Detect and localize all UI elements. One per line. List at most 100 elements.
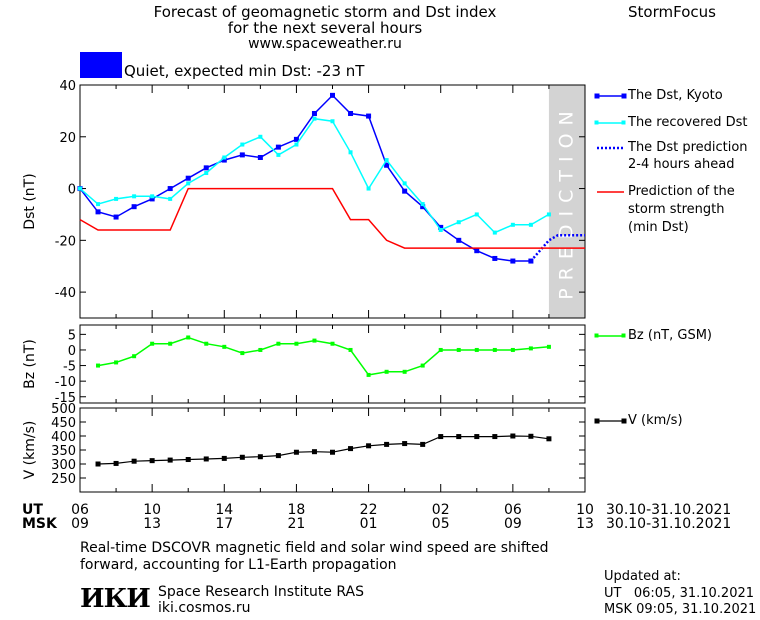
x-tick-label-ut: 14 bbox=[215, 502, 233, 518]
data-point bbox=[203, 165, 209, 171]
msk-label: MSK bbox=[22, 516, 57, 532]
data-point bbox=[510, 222, 515, 227]
data-point bbox=[185, 175, 191, 181]
data-point bbox=[420, 204, 426, 210]
data-point bbox=[348, 110, 354, 116]
plot-frame bbox=[79, 324, 586, 404]
data-point bbox=[132, 194, 137, 199]
x-tick-label-ut: 10 bbox=[143, 502, 161, 518]
data-point bbox=[150, 194, 155, 199]
data-point bbox=[420, 441, 426, 447]
data-point bbox=[546, 212, 551, 217]
data-point bbox=[474, 347, 479, 352]
data-point bbox=[167, 186, 173, 192]
data-point bbox=[402, 188, 408, 194]
data-point bbox=[113, 214, 119, 220]
brand-name: StormFocus bbox=[628, 3, 716, 21]
data-point bbox=[384, 369, 389, 374]
data-point bbox=[96, 363, 101, 368]
y-tick-label: 350 bbox=[51, 444, 76, 459]
data-point bbox=[168, 196, 173, 201]
data-point bbox=[149, 196, 155, 202]
y-tick-label: 20 bbox=[59, 131, 76, 146]
y-tick-label: 5 bbox=[68, 328, 76, 343]
data-point bbox=[131, 204, 137, 210]
data-point bbox=[366, 443, 372, 449]
data-point bbox=[348, 347, 353, 352]
data-point bbox=[294, 341, 299, 346]
data-point bbox=[330, 119, 335, 124]
y-tick-label: 400 bbox=[51, 430, 76, 445]
iki-logo: ИКИ bbox=[80, 584, 151, 614]
data-point bbox=[186, 335, 191, 340]
data-point bbox=[420, 202, 425, 207]
data-point bbox=[240, 351, 245, 356]
data-point bbox=[257, 454, 263, 460]
series-line bbox=[79, 187, 585, 249]
data-point bbox=[474, 248, 480, 254]
legend-storm-1: Prediction of the bbox=[628, 184, 735, 199]
updated-ut: UT 06:05, 31.10.2021 bbox=[604, 586, 755, 601]
status-color-swatch bbox=[80, 52, 122, 78]
data-point bbox=[258, 347, 263, 352]
x-tick-label-msk: 09 bbox=[504, 516, 522, 530]
institute-site: iki.cosmos.ru bbox=[158, 600, 251, 616]
x-tick-label-msk: 01 bbox=[360, 516, 378, 530]
y-tick-label: 450 bbox=[51, 416, 76, 431]
x-tick-label-ut: 02 bbox=[432, 502, 450, 518]
data-point bbox=[492, 230, 497, 235]
x-tick-label-msk: 09 bbox=[71, 516, 89, 530]
data-point bbox=[312, 338, 317, 343]
data-point bbox=[456, 347, 461, 352]
data-point bbox=[132, 354, 137, 359]
date-range-ut: 30.10-31.10.2021 bbox=[606, 502, 732, 518]
data-point bbox=[312, 116, 317, 121]
prediction-band bbox=[548, 85, 585, 318]
data-point bbox=[294, 142, 299, 147]
series-line bbox=[529, 233, 585, 262]
data-point bbox=[528, 433, 534, 439]
x-tick-label-msk: 05 bbox=[432, 516, 450, 530]
data-point bbox=[275, 453, 281, 459]
chart-title-line1: Forecast of geomagnetic storm and Dst in… bbox=[153, 3, 497, 21]
data-point bbox=[275, 144, 281, 150]
data-point bbox=[293, 449, 299, 455]
data-point bbox=[276, 152, 281, 157]
data-point bbox=[114, 196, 119, 201]
x-tick-label-ut: 10 bbox=[576, 502, 594, 518]
status-text: Quiet, expected min Dst: -23 nT bbox=[124, 62, 365, 80]
data-point bbox=[257, 154, 263, 160]
data-point bbox=[438, 224, 444, 230]
legend-sample-bz-marker bbox=[594, 333, 599, 338]
data-point bbox=[366, 372, 371, 377]
data-point bbox=[95, 461, 101, 467]
data-point bbox=[492, 347, 497, 352]
y-axis-label: Bz (nT) bbox=[22, 339, 38, 389]
data-point bbox=[474, 212, 479, 217]
data-point bbox=[222, 155, 227, 160]
data-point bbox=[186, 181, 191, 186]
chart-title-line2: for the next several hours bbox=[227, 19, 423, 37]
data-point bbox=[438, 347, 443, 352]
data-point bbox=[204, 171, 209, 176]
legend-sample-dst-recovered-marker bbox=[594, 120, 599, 125]
y-tick-label: -40 bbox=[55, 286, 76, 301]
series-line bbox=[79, 94, 531, 262]
data-point bbox=[474, 434, 480, 440]
data-point bbox=[546, 436, 552, 442]
data-point bbox=[420, 363, 425, 368]
x-tick-label-ut: 18 bbox=[288, 502, 306, 518]
data-point bbox=[528, 222, 533, 227]
y-tick-label: 0 bbox=[68, 183, 76, 198]
data-point bbox=[204, 341, 209, 346]
data-point bbox=[96, 202, 101, 207]
data-point bbox=[510, 433, 516, 439]
legend-sample-bz-marker bbox=[621, 333, 626, 338]
x-tick-label-ut: 06 bbox=[504, 502, 522, 518]
data-point bbox=[402, 441, 408, 447]
data-point bbox=[239, 454, 245, 460]
y-tick-label: 250 bbox=[51, 472, 76, 487]
data-point bbox=[492, 255, 498, 261]
data-point bbox=[150, 341, 155, 346]
